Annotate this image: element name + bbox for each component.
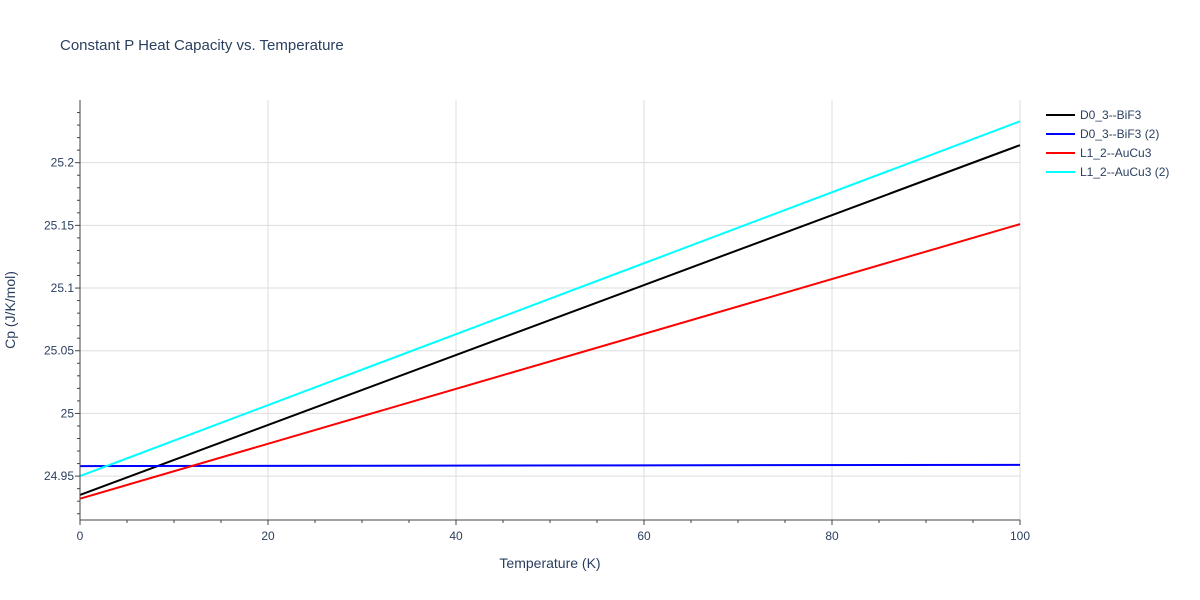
y-tick-label: 25.05 xyxy=(44,344,74,358)
legend-label: L1_2--AuCu3 (2) xyxy=(1080,165,1169,179)
series-line xyxy=(79,223,1021,500)
x-tick-label: 40 xyxy=(449,529,463,543)
grid xyxy=(80,100,1021,520)
y-tick-label: 24.95 xyxy=(44,469,74,483)
y-tick-labels: 24.95 25 25.05 25.1 25.15 25.2 xyxy=(44,156,74,483)
axes xyxy=(75,100,1021,525)
x-tick-label: 0 xyxy=(77,529,84,543)
y-tick-label: 25.1 xyxy=(51,281,75,295)
series-line xyxy=(79,144,1021,496)
legend: D0_3--BiF3 D0_3--BiF3 (2) L1_2--AuCu3 L1_2-… xyxy=(1046,108,1169,179)
chart-title: Constant P Heat Capacity vs. Temperature xyxy=(60,37,344,54)
x-tick-label: 20 xyxy=(261,529,275,543)
y-axis-title: Cp (J/K/mol) xyxy=(2,271,18,349)
x-tick-labels: 0 20 40 60 80 100 xyxy=(77,529,1031,543)
legend-label: L1_2--AuCu3 xyxy=(1080,146,1152,160)
x-axis-title: Temperature (K) xyxy=(499,555,600,571)
x-tick-label: 60 xyxy=(637,529,651,543)
x-tick-label: 80 xyxy=(825,529,839,543)
y-tick-label: 25.15 xyxy=(44,218,74,232)
series-line xyxy=(79,120,1021,478)
series-line xyxy=(79,463,1021,468)
x-tick-label: 100 xyxy=(1010,529,1030,543)
y-tick-label: 25.2 xyxy=(51,156,75,170)
legend-label: D0_3--BiF3 xyxy=(1080,108,1142,122)
series-lines xyxy=(79,120,1021,500)
y-tick-label: 25 xyxy=(61,406,75,420)
legend-label: D0_3--BiF3 (2) xyxy=(1080,127,1159,141)
